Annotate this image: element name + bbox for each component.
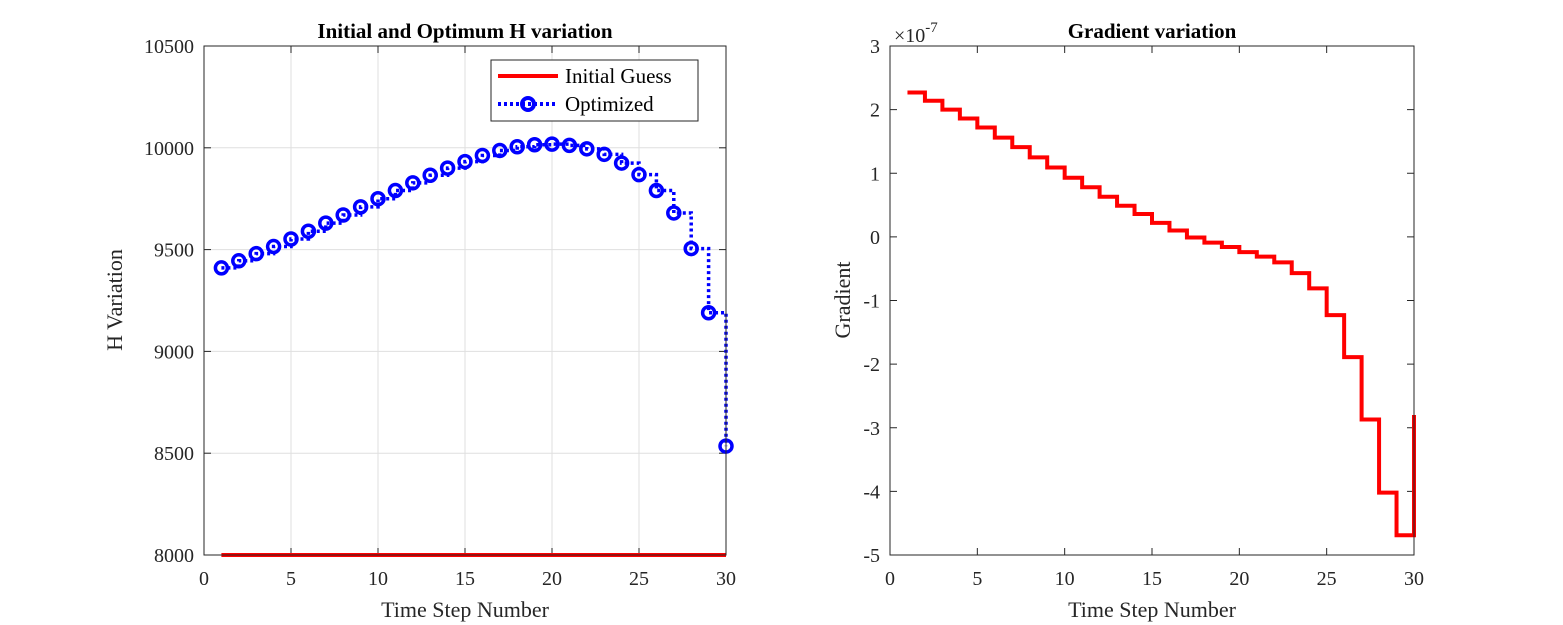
gradient-xtick-label: 15 <box>1142 568 1162 590</box>
gradient-ytick-label: 1 <box>870 163 880 185</box>
gradient-xtick-label: 5 <box>972 568 982 590</box>
optimized-marker <box>631 166 647 183</box>
legend-optimized-label: Optimized <box>565 92 654 116</box>
optimized-marker <box>596 146 612 163</box>
gradient-xlabel: Time Step Number <box>1068 597 1237 622</box>
h-variation-xtick-label: 15 <box>455 568 475 590</box>
h-variation-xtick-label: 20 <box>542 568 562 590</box>
optimized-marker <box>579 141 595 157</box>
h-variation-xtick-label: 5 <box>286 568 296 590</box>
optimized-marker <box>387 182 404 199</box>
legend-initial-guess-label: Initial Guess <box>565 64 672 88</box>
optimized-marker <box>666 205 682 221</box>
h-variation-grid <box>203 45 727 556</box>
gradient-chart: 0 5 10 15 20 25 30 -5 -4 -3 -2 -1 0 1 2 3 Gradient vari… <box>830 19 1424 622</box>
h-variation-chart: 0 5 10 15 20 25 30 8000 8500 9000 9500 10000 10500 I… <box>102 19 736 622</box>
optimized-marker <box>700 304 717 321</box>
h-variation-xlabel: Time Step Number <box>381 597 550 622</box>
gradient-series <box>907 90 1416 538</box>
h-variation-xtick-label: 30 <box>716 568 736 590</box>
optimized-marker <box>561 137 578 154</box>
optimized-marker <box>352 199 369 215</box>
optimized-marker <box>613 155 630 171</box>
gradient-ylabel: Gradient <box>830 262 855 339</box>
optimized-marker <box>648 182 665 199</box>
h-variation-ytick-label: 10500 <box>144 36 194 58</box>
optimized-marker <box>231 253 247 269</box>
gradient-ticks <box>889 45 1415 556</box>
h-variation-series <box>213 136 734 557</box>
h-variation-ytick-label: 10000 <box>144 138 194 160</box>
h-variation-xtick-label: 25 <box>629 568 649 590</box>
h-variation-tick-labels: 0 5 10 15 20 25 30 8000 8500 9000 9500 10000 10500 <box>144 36 736 590</box>
h-variation-ylabel: H Variation <box>102 249 127 351</box>
optimized-marker <box>318 215 334 231</box>
h-variation-ytick-label: 8500 <box>154 443 194 465</box>
optimized-marker <box>265 238 282 255</box>
optimized-marker <box>439 160 456 176</box>
optimized-marker <box>509 139 525 155</box>
optimized-marker <box>683 240 699 257</box>
gradient-ytick-label: -5 <box>863 545 880 567</box>
gradient-ytick-label: -4 <box>863 481 880 503</box>
gradient-title: Gradient variation <box>1068 19 1237 43</box>
optimized-marker <box>457 153 473 170</box>
gradient-xtick-label: 25 <box>1317 568 1337 590</box>
optimized-marker <box>474 147 491 164</box>
h-variation-xtick-label: 10 <box>368 568 388 590</box>
optimized-marker <box>544 136 560 152</box>
h-variation-xtick-label: 0 <box>199 568 209 590</box>
gradient-ytick-label: -3 <box>863 418 880 440</box>
gradient-ytick-label: 2 <box>870 100 880 122</box>
h-variation-ytick-label: 9500 <box>154 240 194 262</box>
gradient-ytick-label: -2 <box>863 354 880 376</box>
optimized-marker <box>526 136 543 153</box>
gradient-ytick-label: -1 <box>863 291 880 313</box>
gradient-exponent-power: -7 <box>925 20 938 36</box>
optimized-marker <box>213 260 230 276</box>
h-variation-ytick-label: 9000 <box>154 341 194 363</box>
gradient-axes-box <box>889 45 1415 556</box>
gradient-tick-labels: 0 5 10 15 20 25 30 -5 -4 -3 -2 -1 0 1 2 3 <box>863 36 1424 590</box>
optimized-marker <box>248 245 264 262</box>
optimized-marker <box>335 207 351 223</box>
optimized-marker <box>405 175 421 191</box>
h-variation-title: Initial and Optimum H variation <box>317 19 613 43</box>
legend-optimized-marker <box>520 96 536 112</box>
optimized-marker <box>300 223 317 240</box>
optimized-marker <box>422 167 438 184</box>
gradient-xtick-label: 30 <box>1404 568 1424 590</box>
optimized-marker <box>492 142 508 159</box>
legend: Initial Guess Optimized <box>490 59 699 122</box>
gradient-stairs-line <box>907 90 1416 538</box>
gradient-ytick-label: 3 <box>870 36 880 58</box>
h-variation-axes-box <box>203 45 727 556</box>
gradient-exponent: ×10-7 <box>894 20 938 47</box>
gradient-xtick-label: 20 <box>1229 568 1249 590</box>
gradient-exponent-base: ×10 <box>894 25 925 47</box>
h-variation-ytick-label: 8000 <box>154 545 194 567</box>
optimized-marker <box>370 190 386 207</box>
gradient-xtick-label: 0 <box>885 568 895 590</box>
gradient-ytick-label: 0 <box>870 227 880 249</box>
gradient-xtick-label: 10 <box>1055 568 1075 590</box>
optimized-marker <box>283 231 299 247</box>
